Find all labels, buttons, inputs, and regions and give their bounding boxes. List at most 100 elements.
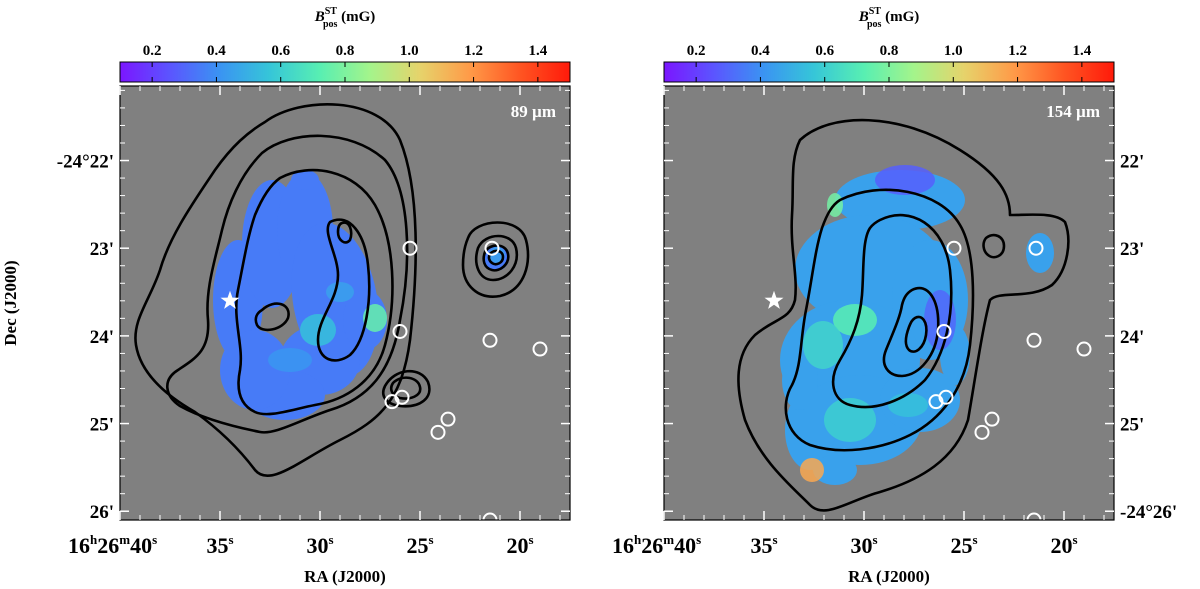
panel-label: 89 µm <box>511 102 556 121</box>
contour-small-loop <box>982 233 1006 259</box>
panel-89um: BST pos (mG) 0.2 0.4 0.6 0.8 1.0 1.2 1.4 16h26m… <box>1 6 571 586</box>
yso-source-marker <box>484 240 500 256</box>
map-frame <box>663 85 1115 521</box>
yso-source-marker <box>946 240 962 256</box>
colorbar-tick-label: 0.2 <box>687 43 706 59</box>
colorbar-tick-label: 1.2 <box>464 43 483 59</box>
y-tick-label: 23' <box>1120 239 1144 260</box>
y-tick-label: -24°22' <box>57 152 114 173</box>
bfield-region <box>813 455 857 485</box>
bfield-hotspot <box>833 304 877 336</box>
colorbar-tick-label: 1.4 <box>528 43 547 59</box>
bfield-hotspot <box>888 393 928 417</box>
colorbar-label-main: B <box>314 9 325 25</box>
colorbar-tick-label: 0.6 <box>271 43 290 59</box>
axis-ticks-154um: 16h26m40s 35s 30s 25s 20s 22' 23' 24' 25' -24°26' <box>612 86 1177 558</box>
yso-source-marker <box>1076 341 1092 357</box>
contour-level-4 <box>316 218 371 362</box>
bfield-map <box>213 170 509 420</box>
colorbar-label-unit: (mG) <box>881 9 919 25</box>
bfield-hotspot <box>924 290 956 350</box>
colorbar-tick-label: 1.2 <box>1008 43 1027 59</box>
contour-level-3 <box>831 213 953 409</box>
colorbar-label-sup: ST <box>325 6 338 17</box>
colorbar-tick-label: 0.6 <box>815 43 834 59</box>
contour-level-5 <box>336 221 353 244</box>
yso-source-marker <box>402 240 418 256</box>
bfield-region <box>782 350 818 410</box>
bfield-region <box>785 390 835 470</box>
yso-source-marker <box>938 389 954 405</box>
colorbar-tick-label: 1.4 <box>1072 43 1091 59</box>
panel-154um: BST pos (mG) 0.2 0.4 0.6 0.8 1.0 1.2 1.4 16h26m… <box>612 6 1177 586</box>
colorbar-label-sup: ST <box>869 6 882 17</box>
colorbar-label-main: B <box>858 9 869 25</box>
bfield-hotspot <box>824 398 876 442</box>
x-tick-label: 25s <box>406 532 433 558</box>
contour-level-2 <box>784 188 975 452</box>
star-marker <box>220 290 240 309</box>
bfield-hotspot <box>363 304 387 332</box>
x-axis-label: RA (J2000) <box>848 567 930 586</box>
yso-source-marker <box>936 323 952 339</box>
y-tick-label: 22' <box>1120 152 1144 173</box>
colorbar-tick-label: 0.4 <box>751 43 770 59</box>
x-tick-label: 30s <box>850 532 877 558</box>
contour-level-2 <box>166 134 409 434</box>
x-tick-label: 20s <box>506 532 533 558</box>
contour-southern-knot-inner <box>389 376 422 400</box>
colorbar-label-sub: pos <box>323 19 338 30</box>
contour-core-outer <box>461 221 530 298</box>
yso-source-marker <box>440 411 456 427</box>
x-tick-label: 25s <box>950 532 977 558</box>
yso-source-marker <box>482 512 498 520</box>
y-axis-label: Dec (J2000) <box>1 260 20 345</box>
bfield-hotspot <box>803 321 843 369</box>
yso-source-marker <box>430 424 446 440</box>
bfield-hotspot <box>268 348 312 372</box>
x-tick-label: 30s <box>306 532 333 558</box>
yso-source-marker <box>532 341 548 357</box>
bfield-region <box>220 330 290 410</box>
contour-star-loop <box>254 302 290 332</box>
yso-source-marker <box>984 411 1000 427</box>
colorbar-tick-label: 0.2 <box>143 43 162 59</box>
markers-154um <box>764 240 1092 520</box>
colorbar-label-unit: (mG) <box>337 9 375 25</box>
markers-89um <box>220 240 548 520</box>
colorbar-tick-label: 1.0 <box>400 43 419 59</box>
bfield-region <box>291 170 319 190</box>
yso-source-marker <box>394 389 410 405</box>
y-tick-label: 24' <box>90 327 114 348</box>
x-tick-label: 35s <box>750 532 777 558</box>
yso-source-marker <box>1026 512 1042 520</box>
bfield-hotspot <box>800 458 824 482</box>
bfield-hotspot <box>875 165 935 195</box>
star-marker <box>764 290 784 309</box>
y-tick-label: 23' <box>90 239 114 260</box>
contour-level-1 <box>737 118 1070 512</box>
colorbar-tick-label: 1.0 <box>944 43 963 59</box>
yso-source-marker <box>974 424 990 440</box>
x-tick-label: 35s <box>206 532 233 558</box>
x-tick-label: 16h26m40s <box>68 532 157 558</box>
x-tick-label: 16h26m40s <box>612 532 701 558</box>
yso-source-marker <box>482 332 498 348</box>
colorbar-title: BST pos (mG) <box>858 6 920 30</box>
colorbar-tick-label: 0.4 <box>207 43 226 59</box>
colorbar-ticks: 0.2 0.4 0.6 0.8 1.0 1.2 1.4 <box>143 43 548 82</box>
yso-source-marker <box>1026 332 1042 348</box>
contour-core-mid <box>474 234 519 282</box>
contour-level-1 <box>134 103 417 477</box>
axis-ticks-89um: 16h26m40s 35s 30s 25s 20s -24°22' 23' 24' 25' 26' <box>57 86 570 558</box>
y-tick-label: 26' <box>90 502 114 523</box>
y-tick-label: 25' <box>1120 415 1144 436</box>
contour-level-4 <box>882 286 940 378</box>
contour-level-3 <box>234 168 394 416</box>
colorbar-ticks: 0.2 0.4 0.6 0.8 1.0 1.2 1.4 <box>687 43 1092 82</box>
panel-label: 154 µm <box>1046 102 1100 121</box>
yso-source-marker <box>1028 240 1044 256</box>
contour-level-5 <box>904 315 928 353</box>
intensity-contours <box>737 118 1070 512</box>
